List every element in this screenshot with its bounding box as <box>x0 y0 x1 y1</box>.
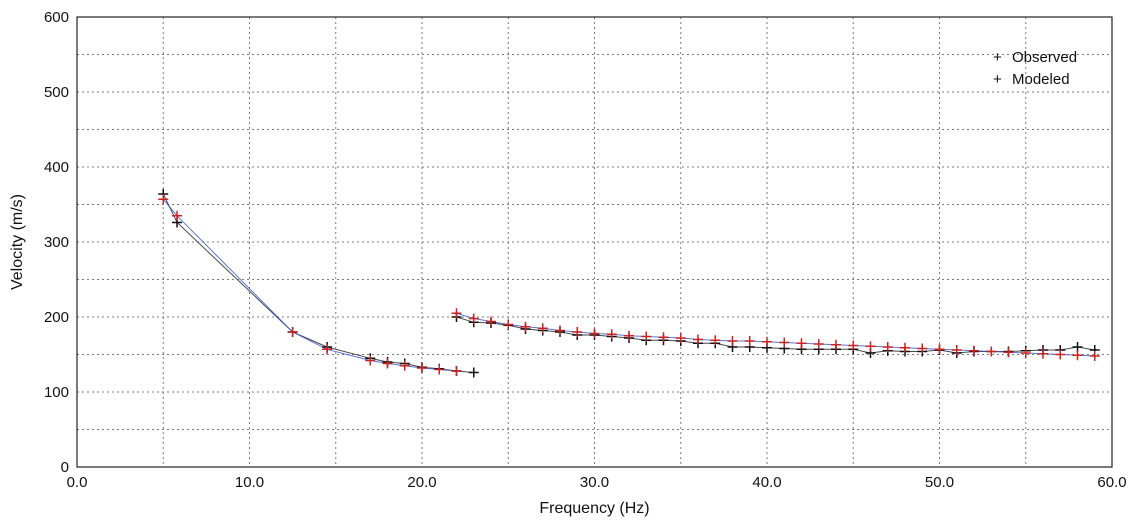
y-tick-label: 600 <box>44 9 69 26</box>
data-point-modeled <box>675 333 686 343</box>
data-point-modeled <box>606 329 617 340</box>
data-point-modeled <box>1072 350 1083 361</box>
series-markers <box>158 189 1100 378</box>
data-point-modeled <box>1020 348 1031 358</box>
grid <box>77 17 1112 467</box>
x-tick-label: 40.0 <box>752 474 781 491</box>
data-point-modeled <box>779 337 790 348</box>
data-point-modeled <box>399 360 410 371</box>
data-point-modeled <box>934 344 945 355</box>
data-point-modeled <box>796 338 807 349</box>
data-point-modeled <box>451 308 462 319</box>
data-point-modeled <box>382 358 393 369</box>
y-tick-label: 100 <box>44 384 69 401</box>
data-point-modeled <box>555 325 565 336</box>
plot-frame <box>76 16 1113 468</box>
data-point-modeled <box>865 341 876 352</box>
legend-marker-modeled: + <box>993 71 1002 88</box>
legend: + Observed + Modeled <box>993 49 1077 88</box>
y-axis-title: Velocity (m/s) <box>9 194 26 290</box>
data-point-observed <box>468 367 479 378</box>
data-point-modeled <box>831 339 841 350</box>
data-point-modeled <box>537 323 548 334</box>
data-point-modeled <box>1055 349 1066 360</box>
data-point-modeled <box>986 346 997 357</box>
x-tick-label: 60.0 <box>1097 474 1126 491</box>
y-tick-label: 400 <box>44 159 69 176</box>
data-point-modeled <box>693 334 703 345</box>
x-tick-label: 50.0 <box>925 474 954 491</box>
y-tick-label: 0 <box>61 459 69 476</box>
data-point-modeled <box>882 342 893 352</box>
axis-ticks: 0.0 10.0 20.0 30.0 40.0 50.0 60.0 0 100 200 300 400… <box>44 9 1127 491</box>
data-point-modeled <box>969 345 979 356</box>
x-axis-title: Frequency (Hz) <box>539 500 649 517</box>
data-point-modeled <box>658 332 669 343</box>
data-point-modeled <box>365 355 376 366</box>
data-point-modeled <box>813 339 824 349</box>
data-point-modeled <box>744 336 755 346</box>
data-point-modeled <box>1089 351 1100 361</box>
series-line-modeled <box>162 198 457 372</box>
data-point-modeled <box>727 336 738 346</box>
data-point-modeled <box>1003 347 1014 358</box>
legend-label-observed: Observed <box>1012 49 1077 66</box>
data-point-modeled <box>468 313 479 324</box>
data-point-modeled <box>589 328 600 339</box>
data-point-modeled <box>451 366 462 376</box>
x-tick-label: 10.0 <box>235 474 264 491</box>
x-tick-label: 20.0 <box>407 474 436 491</box>
data-point-modeled <box>486 316 496 327</box>
y-tick-label: 200 <box>44 309 69 326</box>
x-tick-label: 0.0 <box>67 474 88 491</box>
y-tick-label: 500 <box>44 84 69 101</box>
data-point-modeled <box>503 319 514 330</box>
data-point-modeled <box>917 343 928 354</box>
data-point-modeled <box>900 342 910 353</box>
data-point-modeled <box>624 330 634 341</box>
data-point-modeled <box>287 327 298 337</box>
data-point-modeled <box>710 335 721 346</box>
data-point-modeled <box>322 344 333 355</box>
data-point-modeled <box>158 194 169 205</box>
data-point-modeled <box>172 210 183 221</box>
x-tick-label: 30.0 <box>580 474 609 491</box>
data-point-modeled <box>434 364 445 375</box>
data-point-modeled <box>417 363 427 373</box>
legend-marker-observed: + <box>993 49 1002 66</box>
data-point-modeled <box>572 327 583 337</box>
data-point-modeled <box>762 336 772 347</box>
data-point-modeled <box>641 331 652 342</box>
legend-label-modeled: Modeled <box>1012 71 1070 88</box>
data-point-modeled <box>1038 348 1048 359</box>
data-point-modeled <box>520 321 531 332</box>
y-tick-label: 300 <box>44 234 69 251</box>
data-point-modeled <box>951 345 962 355</box>
data-point-modeled <box>848 340 859 351</box>
